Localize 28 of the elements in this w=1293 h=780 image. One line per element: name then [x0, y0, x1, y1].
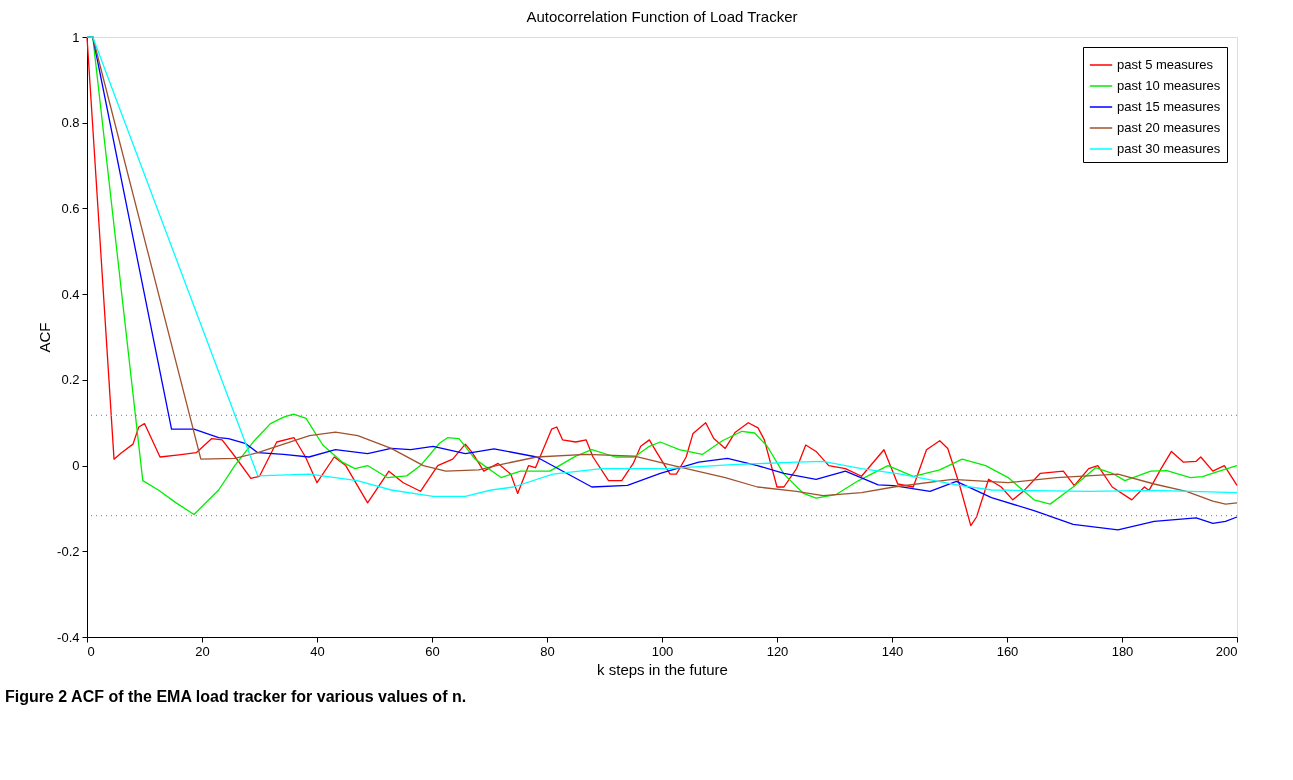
x-tick-label: 200 — [1215, 643, 1238, 659]
y-tick-label: 0 — [72, 458, 80, 474]
x-axis-title: k steps in the future — [597, 660, 728, 678]
legend-label: past 10 measures — [1117, 78, 1221, 93]
x-tick-label: 140 — [881, 643, 904, 659]
legend-label: past 20 measures — [1117, 120, 1221, 135]
x-tick-label: 40 — [310, 643, 325, 659]
y-axis-title: ACF — [36, 322, 54, 353]
x-tick-label: 100 — [651, 643, 674, 659]
y-tick-label: -0.4 — [57, 629, 80, 645]
x-tick-label: 180 — [1111, 643, 1134, 659]
legend-label: past 5 measures — [1117, 57, 1214, 72]
x-tick-label: 80 — [540, 643, 555, 659]
y-tick-label: 0.2 — [61, 372, 80, 388]
x-tick-label: 0 — [87, 643, 95, 659]
x-tick-label: 20 — [195, 643, 210, 659]
x-tick-label: 120 — [766, 643, 789, 659]
x-tick-label: 160 — [996, 643, 1019, 659]
caption: Figure 2 ACF of the EMA load tracker for various values of n. — [5, 688, 467, 705]
y-tick-label: 0.4 — [61, 286, 80, 302]
y-tick-label: 0.6 — [61, 200, 80, 216]
x-tick-label: 60 — [425, 643, 440, 659]
y-tick-label: 0.8 — [61, 115, 80, 131]
y-tick-label: -0.2 — [57, 543, 80, 559]
legend-label: past 30 measures — [1117, 141, 1221, 156]
chart-title: Autocorrelation Function of Load Tracker — [526, 8, 798, 25]
y-tick-label: 1 — [72, 29, 80, 45]
legend-label: past 15 measures — [1117, 99, 1221, 114]
